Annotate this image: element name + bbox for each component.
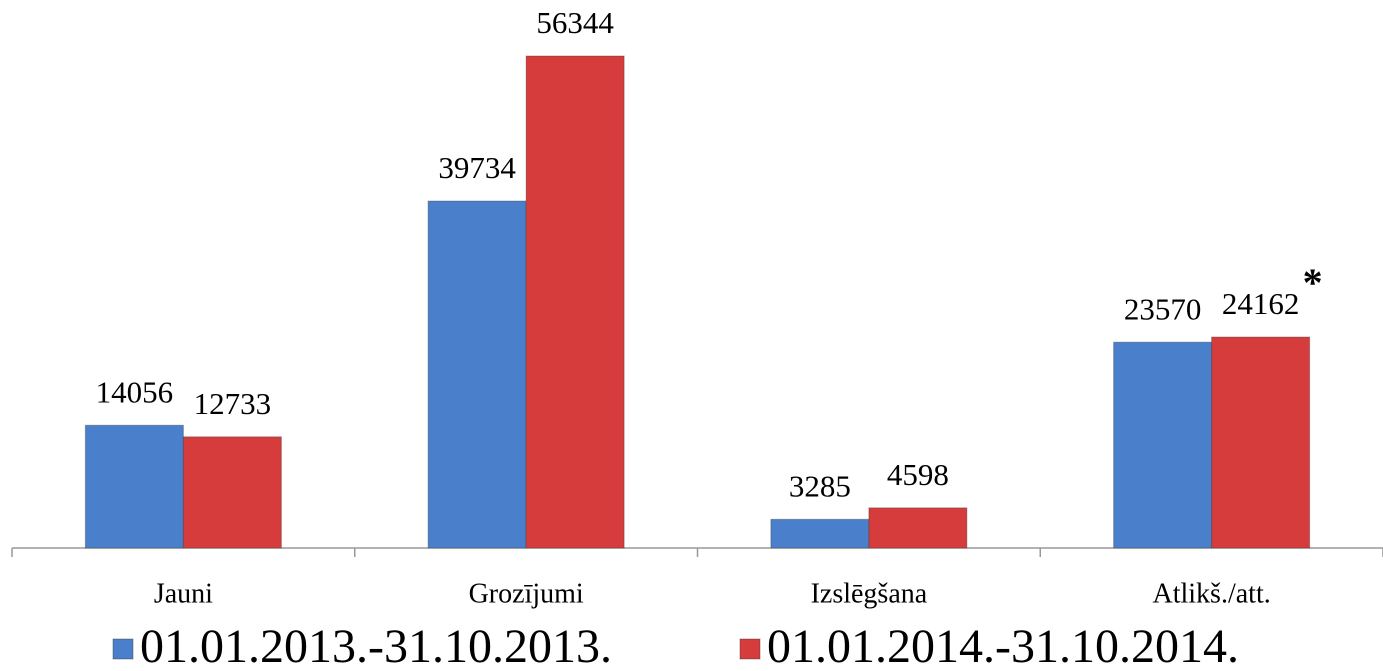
legend-label: 01.01.2013.-31.10.2013. <box>140 620 612 671</box>
legend-label: 01.01.2014.-31.10.2014. <box>767 620 1239 671</box>
legend-swatch <box>739 638 761 660</box>
data-label: 14056 <box>96 374 174 409</box>
bar <box>770 518 870 549</box>
x-tick-label: Atlikš./att. <box>1153 578 1271 609</box>
x-tick-label: Izslēgšana <box>811 578 928 609</box>
legend-swatch <box>112 638 134 660</box>
data-label: 39734 <box>438 150 516 185</box>
bar <box>427 200 527 549</box>
bar <box>525 55 625 549</box>
annotation: * <box>1303 260 1323 305</box>
bar <box>868 507 968 549</box>
data-label: 12733 <box>194 386 272 421</box>
data-label: 23570 <box>1124 291 1202 326</box>
data-label: 3285 <box>789 468 851 503</box>
bar <box>1211 336 1311 549</box>
bar <box>84 424 184 549</box>
x-tick-label: Jauni <box>154 578 213 609</box>
bar <box>1113 341 1213 549</box>
bar <box>182 436 282 549</box>
data-label: 24162 <box>1222 286 1300 321</box>
data-label: 56344 <box>536 5 614 40</box>
data-label: 4598 <box>887 457 949 492</box>
x-tick-label: Grozījumi <box>469 578 584 609</box>
